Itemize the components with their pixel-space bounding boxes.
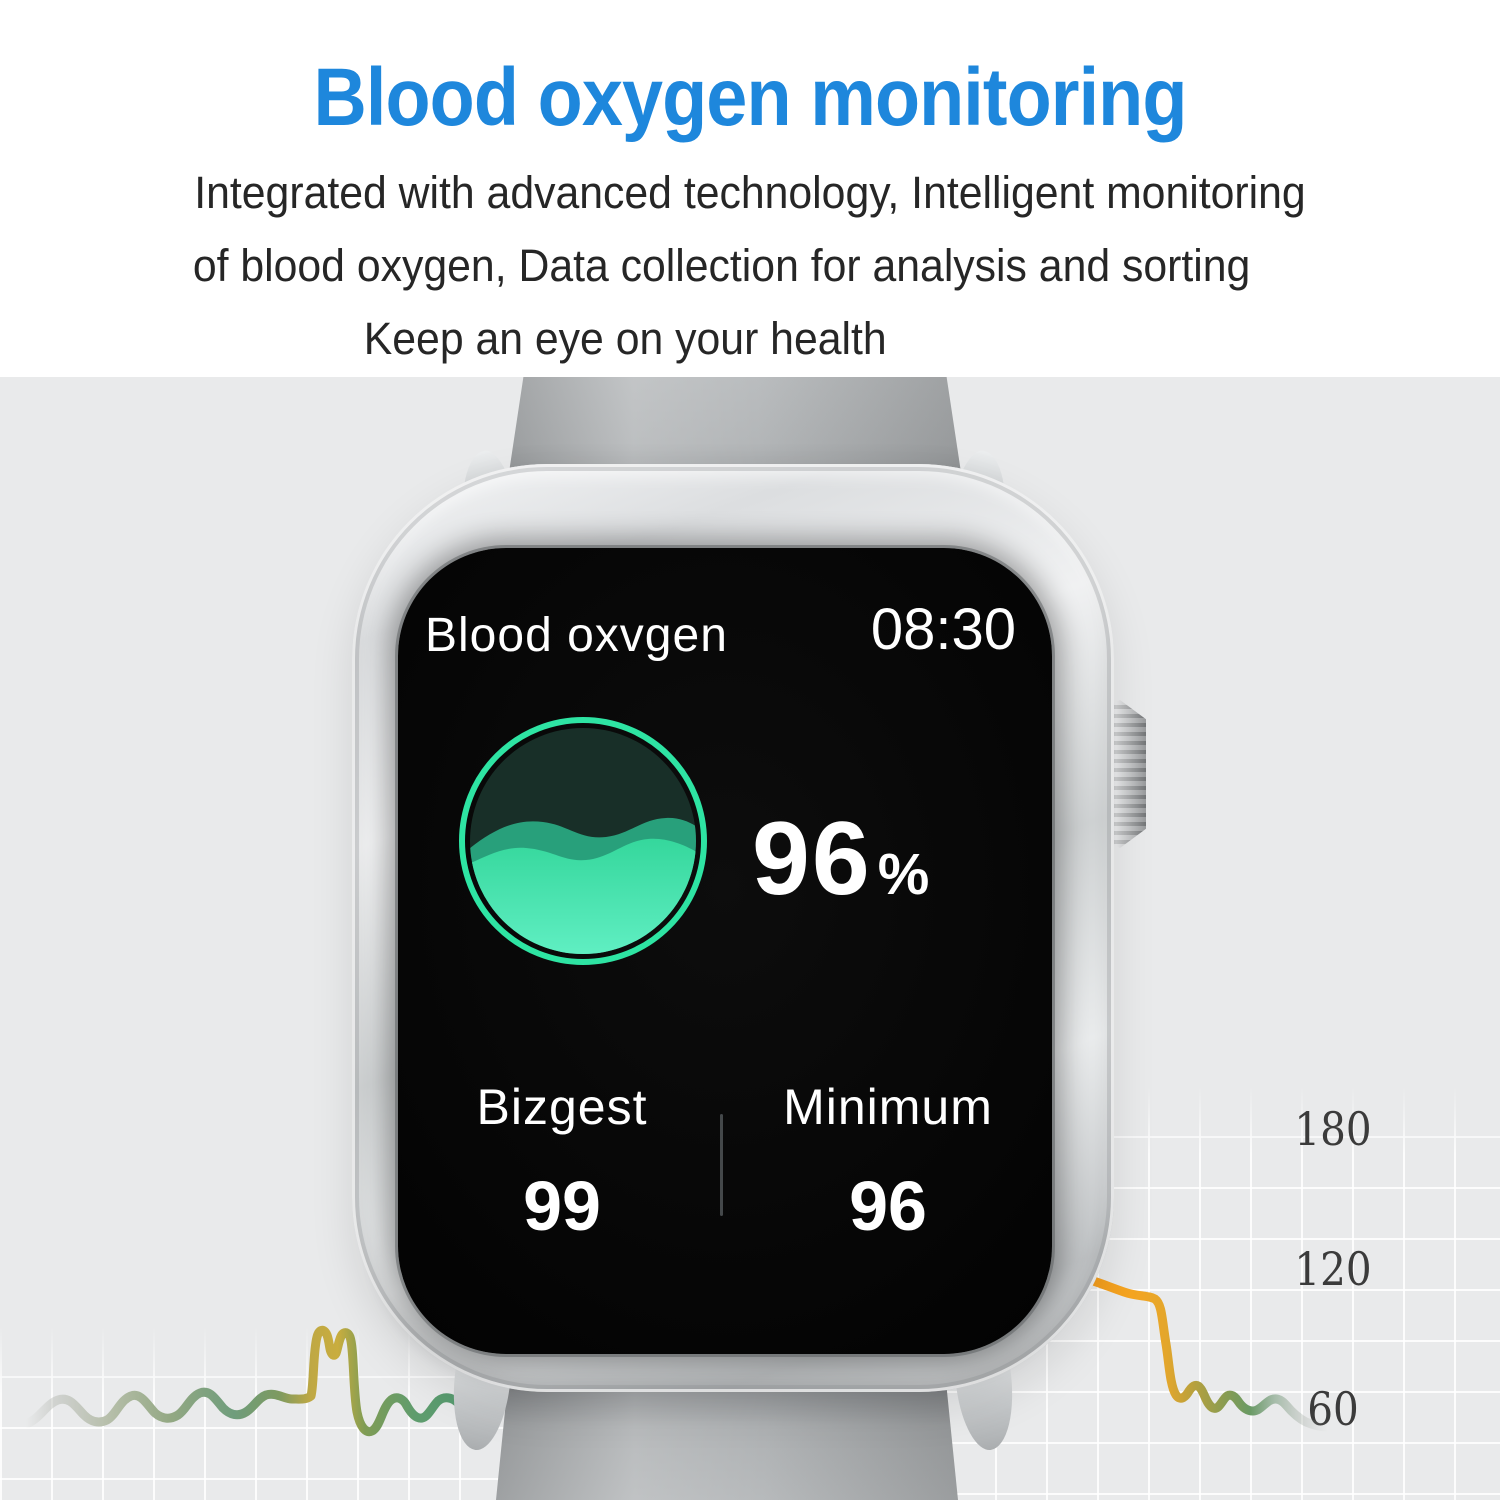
subtitle-line-2: of blood oxygen, Data collection for ana… [193, 240, 1251, 291]
screen-app-title: Blood oxvgen [425, 609, 728, 662]
stat-biggest-label: Bizgest [476, 1079, 648, 1135]
subtitle-line-3: Keep an eye on your health [363, 313, 887, 364]
subtitle: Integrated with advanced technology, Int… [0, 156, 1500, 375]
watch-band-bottom [496, 1386, 958, 1500]
stat-biggest-value: 99 [523, 1167, 601, 1245]
chart-tick-180: 180 [1294, 1102, 1372, 1156]
chart-tick-120: 120 [1294, 1242, 1372, 1296]
page-title: Blood oxygen monitoring [0, 52, 1500, 144]
stat-minimum: Minimum 96 [763, 1078, 1013, 1246]
stat-minimum-label: Minimum [783, 1079, 993, 1135]
chart-tick-60: 60 [1307, 1382, 1359, 1436]
stat-biggest: Bizgest 99 [437, 1078, 687, 1246]
oxygen-reading: 96 % [752, 800, 929, 919]
subtitle-line-1: Integrated with advanced technology, Int… [194, 167, 1306, 218]
stat-divider [720, 1114, 723, 1216]
stat-minimum-value: 96 [849, 1167, 927, 1245]
oxygen-value: 96 [752, 801, 872, 917]
screen-time: 08:30 [870, 597, 1016, 662]
oxygen-bubble-icon [459, 717, 707, 965]
page-title-text: Blood oxygen monitoring [313, 52, 1187, 143]
watch-screen: Blood oxvgen 08:30 96 % Bi [398, 548, 1052, 1354]
oxygen-unit: % [877, 842, 930, 907]
